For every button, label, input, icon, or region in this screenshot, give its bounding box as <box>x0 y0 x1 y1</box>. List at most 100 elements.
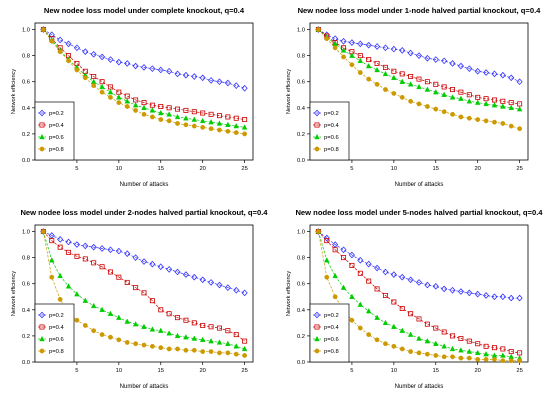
data-point-p=0.6 <box>433 89 439 95</box>
data-point-p=0.8 <box>66 58 71 64</box>
data-point-p=0.8 <box>166 118 172 124</box>
data-point-p=0.2 <box>199 276 206 284</box>
y-tick-label: 0.6 <box>22 282 30 288</box>
data-point-p=0.2 <box>365 41 372 49</box>
data-point-p=0.6 <box>132 321 139 327</box>
data-point-p=0.2 <box>323 234 330 242</box>
data-point-p=0.4 <box>508 100 514 106</box>
data-point-p=0.6 <box>374 66 380 73</box>
data-point-p=0.8 <box>357 70 363 75</box>
plot-frame <box>34 224 254 363</box>
data-point-p=0.4 <box>216 113 222 119</box>
data-point-p=0.6 <box>374 314 380 320</box>
data-point-p=0.8 <box>40 27 46 32</box>
x-tick-label: 20 <box>474 166 480 172</box>
data-point-p=0.6 <box>99 306 105 312</box>
data-point-p=0.6 <box>449 345 456 352</box>
legend-label: p=0.2 <box>324 111 339 117</box>
data-point-p=0.8 <box>450 354 455 360</box>
data-point-p=0.4 <box>500 346 506 352</box>
data-point-p=0.8 <box>374 337 380 343</box>
data-point-p=0.8 <box>416 101 422 107</box>
data-point-p=0.4 <box>158 104 164 109</box>
data-point-p=0.8 <box>475 356 481 362</box>
y-tick-label: 0.8 <box>297 256 305 262</box>
data-point-p=0.6 <box>474 349 481 356</box>
y-tick-label: 0.0 <box>297 158 305 164</box>
data-point-p=0.6 <box>90 302 97 309</box>
data-point-p=0.4 <box>433 81 439 87</box>
y-tick-label: 0.0 <box>22 360 30 366</box>
data-point-p=0.4 <box>332 247 338 253</box>
data-point-p=0.8 <box>82 323 88 328</box>
data-point-p=0.6 <box>82 297 89 303</box>
data-point-p=0.2 <box>483 69 490 76</box>
series-line-p=0.4 <box>43 29 245 120</box>
data-point-p=0.6 <box>391 323 397 329</box>
y-tick-label: 0.8 <box>22 256 30 262</box>
data-point-p=0.4 <box>341 255 347 261</box>
data-point-p=0.4 <box>233 332 239 338</box>
data-point-p=0.8 <box>49 38 55 44</box>
data-point-p=0.8 <box>133 341 139 347</box>
legend-label: p=0.6 <box>324 337 339 343</box>
data-point-p=0.2 <box>357 40 364 48</box>
data-point-p=0.2 <box>132 62 139 70</box>
data-point-p=0.2 <box>124 250 131 258</box>
data-point-p=0.6 <box>166 330 172 336</box>
data-point-p=0.4 <box>483 96 489 102</box>
plot-frame <box>309 224 529 363</box>
x-tick-label: 5 <box>75 166 78 172</box>
legend: p=0.2 p=0.4 p=0.6 p=0.8 <box>34 303 75 363</box>
legend-label: p=0.8 <box>324 349 339 355</box>
legend-label: p=0.8 <box>324 147 339 153</box>
data-point-p=0.4 <box>408 74 414 79</box>
y-tick-label: 0.4 <box>297 106 306 112</box>
legend-label: p=0.6 <box>324 135 339 141</box>
data-point-p=0.4 <box>491 345 497 351</box>
data-point-p=0.4 <box>133 97 139 103</box>
data-point-p=0.4 <box>208 324 214 330</box>
plot-frame <box>34 22 254 161</box>
data-point-p=0.8 <box>124 340 130 345</box>
data-point-p=0.8 <box>341 54 346 60</box>
legend-swatch-marker <box>38 311 46 319</box>
data-point-p=0.4 <box>191 109 197 115</box>
data-point-p=0.2 <box>241 84 248 92</box>
data-point-p=0.2 <box>157 263 164 271</box>
data-point-p=0.2 <box>73 241 80 248</box>
data-point-p=0.6 <box>474 99 481 105</box>
legend-swatch-marker <box>314 348 320 354</box>
data-point-p=0.4 <box>191 320 197 326</box>
data-point-p=0.2 <box>124 60 131 67</box>
legend-label: p=0.6 <box>49 337 64 343</box>
data-point-p=0.8 <box>450 111 455 117</box>
data-point-p=0.4 <box>133 285 139 291</box>
data-point-p=0.6 <box>458 95 464 101</box>
data-point-p=0.6 <box>174 113 181 120</box>
data-point-p=0.2 <box>441 57 448 65</box>
data-point-p=0.2 <box>233 82 240 89</box>
chart-title: New nodee loss model under 5-nodes halve… <box>295 208 543 217</box>
data-point-p=0.8 <box>57 296 63 302</box>
data-point-p=0.6 <box>349 52 355 58</box>
x-tick-label: 15 <box>433 368 439 374</box>
data-point-p=0.2 <box>390 271 397 278</box>
data-point-p=0.6 <box>500 103 506 109</box>
data-point-p=0.2 <box>216 78 223 86</box>
x-tick-label: 5 <box>75 368 78 374</box>
legend-swatch-marker <box>39 335 45 342</box>
data-point-p=0.4 <box>475 94 481 100</box>
data-point-p=0.8 <box>57 49 63 55</box>
legend: p=0.2 p=0.4 p=0.6 p=0.8 <box>34 101 75 161</box>
data-point-p=0.6 <box>382 319 389 326</box>
data-point-p=0.4 <box>458 336 464 342</box>
series-line-p=0.4 <box>318 29 520 105</box>
legend-label: p=0.2 <box>324 313 339 319</box>
legend-label: p=0.2 <box>49 111 64 117</box>
data-point-p=0.2 <box>182 71 189 79</box>
data-point-p=0.2 <box>432 282 439 290</box>
data-point-p=0.8 <box>91 328 97 334</box>
y-tick-label: 0.6 <box>297 80 305 86</box>
legend-swatch-marker <box>314 324 320 330</box>
